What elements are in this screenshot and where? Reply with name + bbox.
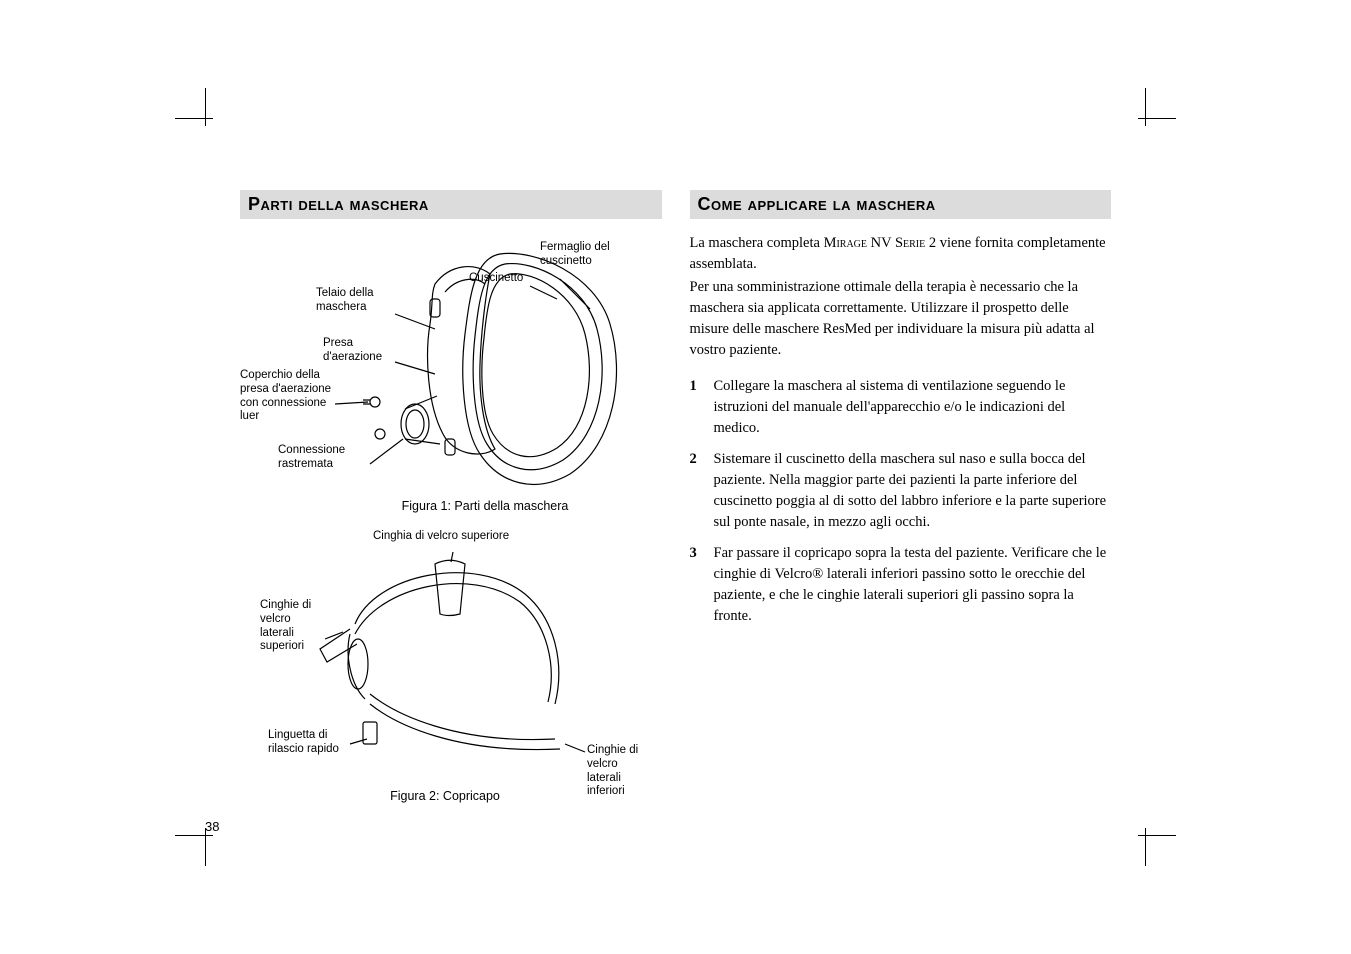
step-num-1: 1 [690, 376, 714, 439]
crop-mark-br [1145, 835, 1176, 866]
heading-parts: Parti della maschera [240, 190, 662, 219]
heading-apply: Come applicare la maschera [690, 190, 1112, 219]
figure-area: Fermaglio del cuscinetto Cuscinetto Tela… [240, 229, 662, 809]
crop-mark-bl [175, 835, 206, 866]
intro-paragraph-2: Per una somministrazione ottimale della … [690, 277, 1112, 361]
intro1a: La maschera completa [690, 235, 824, 251]
crop-mark-tr [1145, 88, 1176, 119]
mask-diagram [335, 244, 635, 504]
fig1-caption: Figura 1: Parti della maschera [370, 499, 600, 513]
step-text-3: Far passare il copricapo sopra la testa … [714, 543, 1112, 627]
step-2: 2Sistemare il cuscinetto della maschera … [690, 449, 1112, 533]
step-num-3: 3 [690, 543, 714, 627]
page-number: 38 [205, 819, 219, 834]
heading-text: Parti della maschera [248, 194, 429, 214]
right-column: Come applicare la maschera La maschera c… [690, 190, 1112, 824]
crop-mark-tl [175, 88, 206, 119]
steps-list: 1Collegare la maschera al sistema di ven… [690, 376, 1112, 627]
label-coperchio: Coperchio della presa d'aerazione con co… [240, 369, 335, 424]
fig2-caption: Figura 2: Copricapo [355, 789, 535, 803]
intro1b: Mirage NV Serie 2 [824, 235, 937, 251]
page-content: Parti della maschera Fermaglio del cusci… [240, 190, 1111, 824]
step-text-2: Sistemare il cuscinetto della maschera s… [714, 449, 1112, 533]
step-text-1: Collegare la maschera al sistema di vent… [714, 376, 1112, 439]
step-1: 1Collegare la maschera al sistema di ven… [690, 376, 1112, 439]
headgear-diagram [295, 544, 615, 784]
left-column: Parti della maschera Fermaglio del cusci… [240, 190, 662, 824]
step-3: 3Far passare il copricapo sopra la testa… [690, 543, 1112, 627]
label-top-strap: Cinghia di velcro superiore [373, 530, 509, 544]
intro-paragraph-1: La maschera completa Mirage NV Serie 2 v… [690, 233, 1112, 275]
step-num-2: 2 [690, 449, 714, 533]
heading-apply-text: Come applicare la maschera [698, 194, 936, 214]
